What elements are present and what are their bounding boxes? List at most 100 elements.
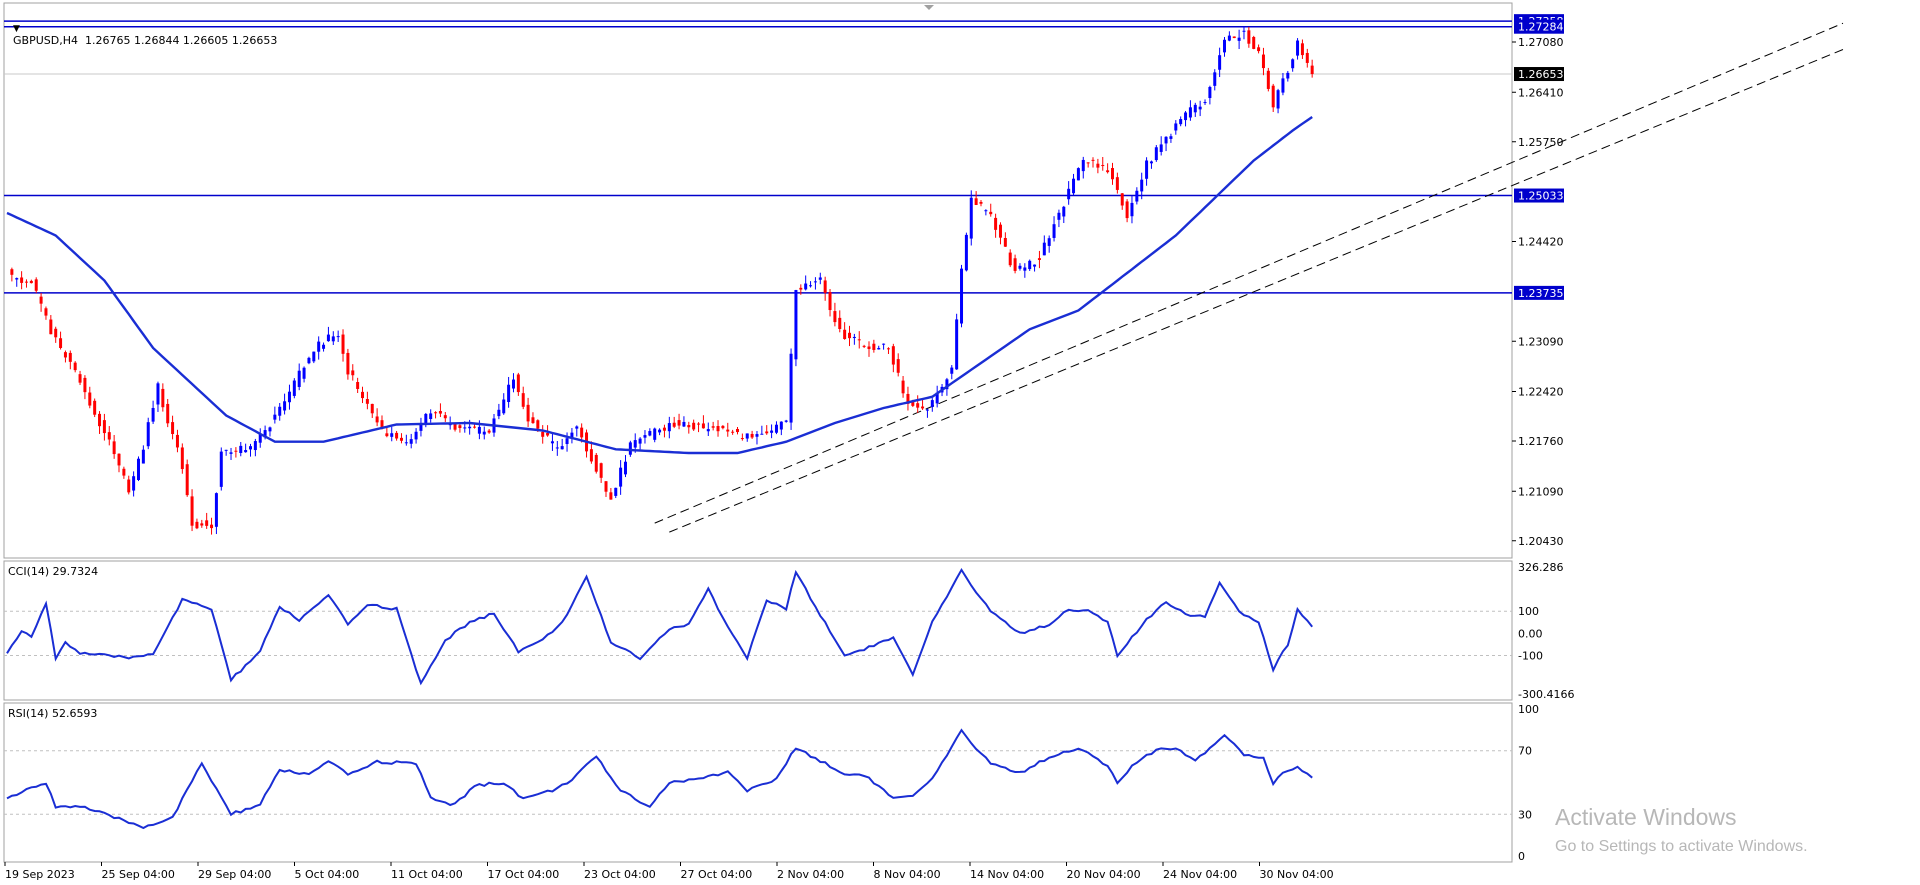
level-price-label-bg <box>1514 285 1564 300</box>
main-price-panel[interactable]: 1.27080 1.26410 1.25750 1.24420 1.23090 1.224… <box>3 2 1844 559</box>
activate-windows-hint[interactable]: Go to Settings to activate Windows. <box>1555 838 1808 855</box>
candle <box>49 315 53 335</box>
time-tick-label: 20 Nov 04:00 <box>1067 868 1141 881</box>
level-price-label-bg <box>1514 19 1564 34</box>
triangle-down-icon[interactable]: ▼ <box>13 24 20 34</box>
candle <box>1086 162 1090 168</box>
candle <box>779 421 783 436</box>
candle <box>930 398 934 412</box>
candle <box>258 428 262 448</box>
candle <box>623 455 627 478</box>
candle <box>1135 187 1139 205</box>
candle <box>1072 173 1076 196</box>
candle <box>726 422 730 437</box>
candle <box>253 438 257 457</box>
candle <box>526 397 530 427</box>
candle <box>409 433 413 449</box>
candle <box>648 428 652 437</box>
candle <box>813 277 817 290</box>
candle <box>24 279 28 288</box>
candle <box>643 430 647 444</box>
time-tick-label: 25 Sep 04:00 <box>102 868 175 881</box>
time-tick-label: 5 Oct 04:00 <box>295 868 360 881</box>
cci-line <box>6 567 1313 686</box>
time-tick-label: 23 Oct 04:00 <box>584 868 656 881</box>
candle <box>560 438 564 450</box>
candle <box>278 403 282 421</box>
candle <box>1037 250 1041 269</box>
candle <box>969 190 973 246</box>
candle <box>1145 157 1149 186</box>
candle <box>867 341 871 357</box>
candle <box>356 377 360 393</box>
candle <box>964 232 968 272</box>
candle <box>190 489 194 532</box>
candle <box>312 351 316 364</box>
dashed-trend-line[interactable] <box>654 22 1844 524</box>
candle <box>1300 39 1304 59</box>
candle <box>960 264 964 328</box>
rsi-line <box>6 728 1313 830</box>
candle <box>1237 29 1241 50</box>
candle <box>658 428 662 436</box>
candle <box>916 395 920 413</box>
candle <box>1242 26 1246 40</box>
dashed-trend-line[interactable] <box>669 49 1844 533</box>
candle <box>1047 235 1051 253</box>
candle <box>180 443 184 474</box>
candle <box>955 313 959 370</box>
cci-tick-label: 0.00 <box>1518 627 1543 640</box>
candle <box>229 447 233 460</box>
candle <box>404 434 408 446</box>
candle <box>34 277 38 294</box>
candle <box>395 430 399 441</box>
candle <box>88 386 92 409</box>
rsi-header: RSI(14) 52.6593 <box>8 707 98 720</box>
time-tick-label: 27 Oct 04:00 <box>681 868 753 881</box>
candle <box>414 428 418 444</box>
candle <box>843 322 847 340</box>
candle <box>765 425 769 435</box>
candle <box>107 426 111 446</box>
price-tick-label: 1.27080 <box>1518 36 1564 49</box>
moving-average-line <box>6 116 1313 455</box>
candle <box>1023 263 1027 278</box>
candle <box>619 460 623 495</box>
candle <box>166 398 170 428</box>
rsi-tick-label: 0 <box>1518 850 1525 863</box>
candle <box>1096 158 1100 174</box>
chart-shift-marker-icon[interactable] <box>924 5 934 10</box>
candle <box>701 415 705 429</box>
candle <box>1227 31 1231 42</box>
candle <box>1193 102 1197 117</box>
time-tick-label: 2 Nov 04:00 <box>777 868 844 881</box>
candle <box>458 423 462 433</box>
candle <box>1198 100 1202 117</box>
candle <box>638 437 642 450</box>
candle <box>375 408 379 427</box>
candle <box>604 481 608 497</box>
candle <box>1252 35 1256 50</box>
level-price-label-bg <box>1514 188 1564 203</box>
time-tick-label: 11 Oct 04:00 <box>391 868 463 881</box>
candle <box>210 517 214 535</box>
candle <box>1169 133 1173 143</box>
candle <box>609 487 613 500</box>
candle <box>925 408 929 418</box>
cci-panel[interactable]: 326.286 100 0.00 -100 -300.4166 <box>3 560 1574 701</box>
candle <box>1208 85 1212 105</box>
candle <box>1033 264 1037 272</box>
rsi-panel[interactable]: 100 70 30 0 <box>3 702 1539 863</box>
candle <box>1310 59 1314 78</box>
candle <box>302 366 306 383</box>
candle <box>1062 205 1066 223</box>
candle <box>511 373 515 393</box>
candle <box>39 292 43 312</box>
candle <box>541 425 545 444</box>
candle <box>804 275 808 291</box>
candle <box>1013 254 1017 274</box>
candle <box>219 447 223 491</box>
candle <box>974 191 978 206</box>
candle <box>862 344 866 349</box>
